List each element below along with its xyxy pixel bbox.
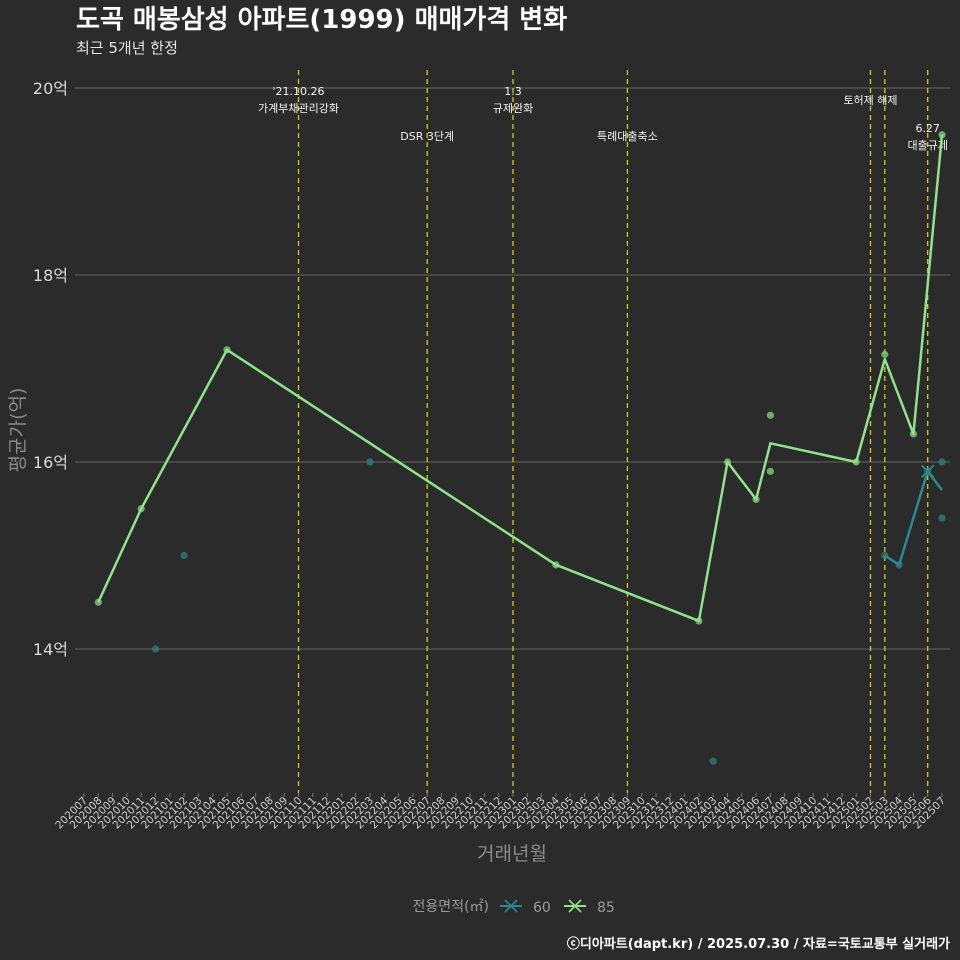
y-tick-label: 14억: [33, 640, 68, 659]
event-label: DSR 3단계: [400, 130, 454, 143]
legend-label: 85: [597, 900, 615, 916]
y-tick-label: 20억: [33, 79, 68, 98]
point-85-202402: [695, 617, 703, 625]
event-label: '21.10.26: [272, 85, 324, 98]
chart-title: 도곡 매봉삼성 아파트(1999) 매매가격 변화: [76, 5, 567, 35]
point-85-202407: [766, 411, 775, 419]
point-85-202008: [94, 598, 102, 606]
data-points: [94, 131, 946, 765]
point-85-202407: [766, 467, 775, 475]
point-85-202505: [909, 430, 918, 438]
point-60-202012: [151, 645, 160, 653]
point-marker-60: [920, 464, 935, 479]
point-60-202507: [938, 458, 946, 466]
point-85-202501: [852, 458, 860, 466]
legend-label: 60: [533, 900, 551, 916]
legend-marker: [568, 899, 582, 913]
legend-title: 전용면적(㎡): [413, 899, 489, 915]
point-60-202504: [895, 561, 903, 569]
point-60-202503: [881, 551, 889, 560]
legend-item-85: 85: [564, 899, 615, 916]
point-85-202406: [752, 495, 760, 503]
x-axis-ticks: 2020072020082020092020102020112020122021…: [53, 793, 948, 831]
y-tick-label: 16억: [33, 453, 68, 472]
event-label: 대출규제: [907, 139, 947, 152]
event-label: 토허제 해제: [843, 93, 897, 107]
event-label: 특례대출축소: [597, 130, 658, 143]
point-85-202507: [938, 131, 946, 139]
series-line-85: [97, 134, 944, 623]
point-85-202011: [137, 505, 145, 513]
y-axis-title: 평균가(억): [7, 388, 29, 473]
point-60-202507: [938, 514, 946, 522]
event-label: 1.3: [504, 85, 522, 98]
x-axis-title: 거래년월: [477, 843, 547, 865]
series-line-60: [884, 470, 943, 567]
legend-marker: [504, 899, 518, 913]
event-label: 6.27: [915, 122, 940, 135]
point-85-202105: [223, 346, 231, 354]
point-85-202304: [552, 561, 560, 569]
event-label: 규제완화: [493, 102, 533, 115]
series-lines: [97, 134, 944, 623]
legend-item-60: 60: [500, 899, 551, 916]
source-caption: ⓒ디아파트(dapt.kr) / 2025.07.30 / 자료=국토교통부 실…: [567, 936, 950, 952]
legend: 전용면적(㎡) 60 85: [413, 899, 615, 916]
point-60-202102: [180, 551, 188, 560]
chart-subtitle: 최근 5개년 한정: [76, 39, 178, 57]
point-85-202404: [723, 458, 732, 466]
y-axis-ticks: 14억 16억 18억 20억: [33, 79, 68, 659]
y-tick-label: 18억: [33, 266, 68, 285]
event-label: 가계부채관리강화: [258, 102, 339, 115]
point-85-202503: [881, 350, 889, 359]
point-60-202203: [366, 458, 374, 466]
point-60-202403: [709, 757, 717, 765]
